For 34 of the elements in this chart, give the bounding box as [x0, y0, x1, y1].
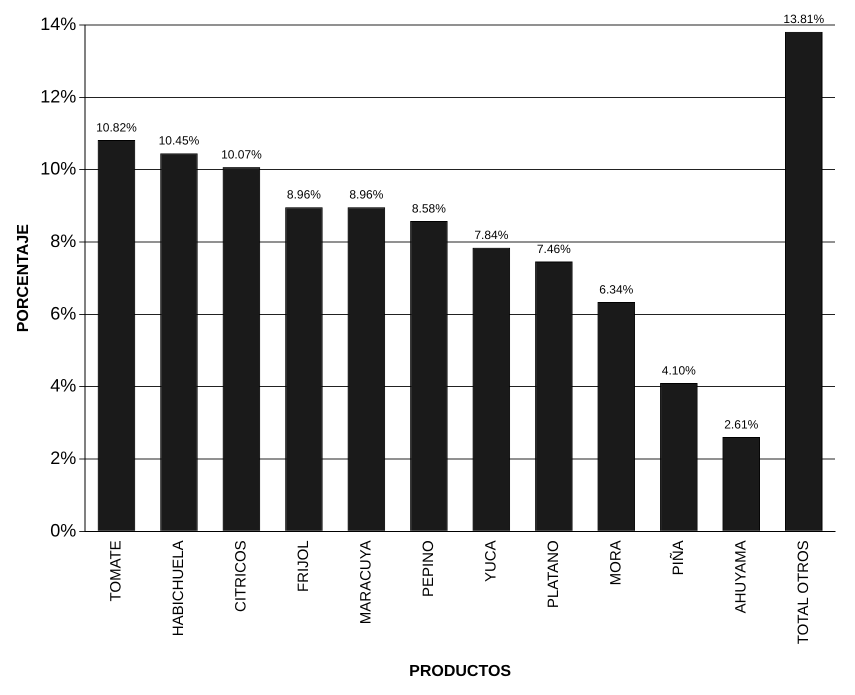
x-tick-label: PLATANO — [544, 540, 562, 608]
data-label: 7.46% — [536, 242, 572, 256]
data-label: 10.45% — [158, 134, 200, 148]
data-label: 4.10% — [662, 363, 696, 378]
y-tick-label: 6% — [50, 303, 76, 324]
data-label: 2.61% — [724, 417, 759, 432]
x-tick-label: YUCA — [482, 540, 500, 582]
x-tick-label: HABICHUELA — [170, 540, 188, 636]
y-tick-label: 2% — [50, 448, 76, 468]
data-label: 8.96% — [286, 188, 322, 202]
x-tick-label: PEPINO — [420, 540, 438, 598]
data-label: 10.07% — [221, 147, 262, 162]
y-tick-label: 12% — [40, 86, 76, 106]
x-tick-label: TOMATE — [108, 540, 125, 602]
x-tick-label: MORA — [607, 540, 624, 586]
data-label: 13.81% — [783, 12, 824, 26]
y-axis-title: PORCENTAJE — [15, 224, 32, 332]
x-tick-label: FRIJOL — [295, 540, 312, 592]
data-label: 10.82% — [96, 120, 138, 134]
y-tick-label: 0% — [50, 520, 76, 540]
x-tick-label: MARACUYA — [358, 540, 375, 624]
x-tick-label: PIÑA — [668, 540, 687, 576]
data-label: 8.96% — [349, 188, 384, 202]
y-tick-label: 4% — [50, 376, 76, 396]
x-tick-label: AHUYAMA — [732, 540, 750, 614]
data-label: 7.84% — [474, 228, 509, 242]
x-tick-label: TOTAL OTROS — [794, 540, 812, 644]
x-tick-label: CITRICOS — [232, 540, 250, 612]
y-tick-label: 8% — [50, 230, 76, 251]
data-label: 8.58% — [412, 201, 446, 216]
x-axis-title: PRODUCTOS — [409, 662, 512, 680]
y-tick-label: 10% — [40, 158, 76, 179]
data-label: 6.34% — [599, 282, 634, 296]
y-tick-label: 14% — [40, 14, 76, 34]
